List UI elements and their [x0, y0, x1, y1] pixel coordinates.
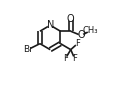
Circle shape: [69, 17, 73, 21]
Text: F: F: [63, 54, 68, 63]
Text: Br: Br: [23, 45, 33, 54]
Circle shape: [76, 42, 79, 45]
Text: O: O: [67, 14, 75, 24]
Text: N: N: [46, 20, 54, 30]
Text: F: F: [72, 54, 77, 63]
Text: O: O: [77, 30, 85, 40]
Circle shape: [79, 34, 83, 37]
Text: CH₃: CH₃: [82, 26, 98, 35]
Circle shape: [88, 29, 93, 33]
Circle shape: [73, 57, 76, 60]
Circle shape: [25, 47, 31, 52]
Circle shape: [48, 23, 52, 27]
Text: F: F: [75, 39, 80, 48]
Circle shape: [64, 57, 67, 60]
